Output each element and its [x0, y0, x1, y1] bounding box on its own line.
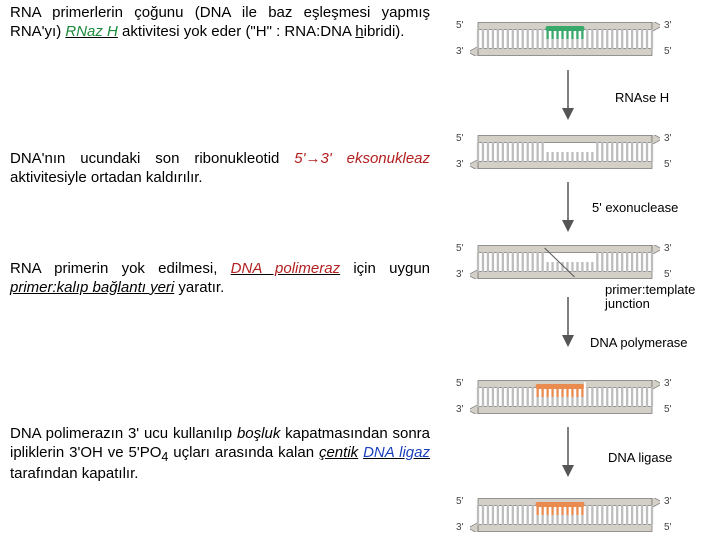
p4-text-a: DNA polimerazın 3' ucu kullanılıp: [10, 425, 237, 442]
p3-text-b: için uygun: [340, 260, 430, 277]
p1-text-c: ibridi).: [364, 23, 405, 40]
arrow-2: [555, 180, 581, 238]
paragraph-2: DNA'nın ucundaki son ribonukleotid 5'→3'…: [10, 150, 430, 188]
prime-label: 5': [664, 159, 671, 170]
enzyme-label-pol: DNA polymerase: [590, 335, 688, 350]
dna-figure-3: [470, 245, 660, 283]
enzyme-label-exo: 5' exonuclease: [592, 200, 678, 215]
prime-label: 3': [456, 46, 463, 57]
enzyme-label-ptj1: primer:template: [605, 282, 695, 297]
paragraph-1: RNA primerlerin çoğunu (DNA ile baz eşle…: [10, 4, 430, 42]
paragraph-3: RNA primerin yok edilmesi, DNA polimeraz…: [10, 260, 430, 298]
p2-text-b: aktivitesiyle ortadan kaldırılır.: [10, 169, 203, 186]
dna-figure-1: [470, 22, 660, 60]
paragraph-4: DNA polimerazın 3' ucu kullanılıp boşluk…: [10, 425, 430, 484]
jx-term: primer:kalıp bağlantı yeri: [10, 279, 174, 296]
p1-h: h: [355, 23, 363, 40]
prime-label: 3': [456, 522, 463, 533]
prime-label: 3': [456, 159, 463, 170]
dna-figure-5: [470, 498, 660, 536]
p3-text-a: RNA primerin yok edilmesi,: [10, 260, 231, 277]
prime-label: 5': [456, 378, 463, 389]
arrow-4: [555, 425, 581, 483]
prime-label: 3': [456, 269, 463, 280]
exo-term: 5'→3' eksonukleaz: [294, 150, 430, 167]
prime-label: 3': [456, 404, 463, 415]
prime-label: 3': [664, 20, 671, 31]
dna-figure-4: [470, 380, 660, 418]
prime-label: 5': [664, 46, 671, 57]
prime-label: 5': [664, 404, 671, 415]
p2-text-a: DNA'nın ucundaki son ribonukleotid: [10, 150, 294, 167]
prime-label: 5': [664, 522, 671, 533]
prime-label: 3': [664, 243, 671, 254]
arrow-1: [555, 68, 581, 126]
prime-label: 5': [456, 496, 463, 507]
prime-label: 3': [664, 496, 671, 507]
centik-term: çentik: [319, 444, 358, 461]
rnazh-term: RNaz H: [65, 23, 118, 40]
prime-label: 5': [456, 243, 463, 254]
pol-term: DNA polimeraz: [231, 260, 340, 277]
p4-text-e: tarafından kapatılır.: [10, 465, 138, 482]
arrow-3: [555, 295, 581, 353]
prime-label: 5': [664, 269, 671, 280]
p4-text-c: uçları arasında kalan: [168, 444, 319, 461]
prime-label: 3': [664, 378, 671, 389]
enzyme-label-ligase: DNA ligase: [608, 450, 672, 465]
bosluk-term: boşluk: [237, 425, 280, 442]
enzyme-label-ptj2: junction: [605, 296, 650, 311]
prime-label: 3': [664, 133, 671, 144]
p3-text-c: yaratır.: [174, 279, 224, 296]
p1-text-b: aktivitesi yok eder ("H" : RNA:DNA: [118, 23, 355, 40]
ligase-term: DNA ligaz: [363, 444, 430, 461]
enzyme-label-rnaseh: RNAse H: [615, 90, 669, 105]
prime-label: 5': [456, 133, 463, 144]
dna-figure-2: [470, 135, 660, 173]
prime-label: 5': [456, 20, 463, 31]
